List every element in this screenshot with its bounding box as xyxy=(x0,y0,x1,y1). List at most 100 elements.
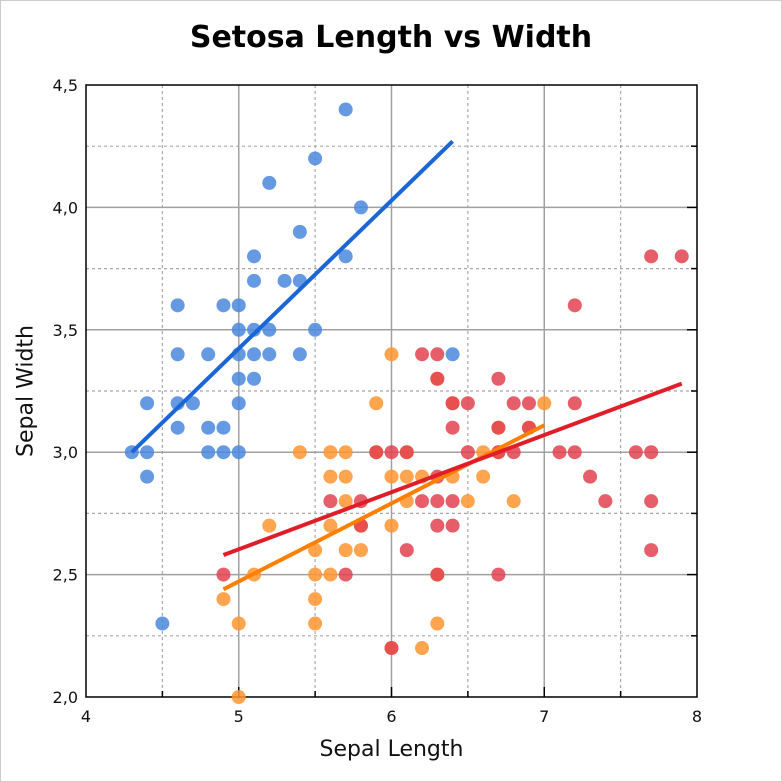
orange-data-point xyxy=(231,690,246,704)
orange-data-point xyxy=(308,592,323,607)
blue-data-point xyxy=(247,273,262,288)
blue-data-point xyxy=(247,371,262,386)
orange-regression-line xyxy=(222,423,546,592)
orange-data-point xyxy=(216,592,231,607)
red-data-point xyxy=(491,420,506,435)
red-data-point xyxy=(399,543,414,558)
y-tick-label: 4,0 xyxy=(53,198,78,217)
blue-data-point xyxy=(262,347,277,362)
orange-data-point xyxy=(323,469,338,484)
red-data-point xyxy=(430,494,445,509)
orange-data-point xyxy=(399,469,414,484)
red-data-point xyxy=(552,445,567,460)
red-data-point xyxy=(323,494,338,509)
orange-data-point xyxy=(460,494,475,509)
blue-data-point xyxy=(170,420,185,435)
red-data-point xyxy=(644,249,659,264)
red-data-point xyxy=(460,396,475,411)
blue-data-point xyxy=(262,322,277,337)
red-data-point xyxy=(491,567,506,582)
red-regression-line xyxy=(222,381,683,557)
orange-data-point xyxy=(338,543,353,558)
orange-data-point xyxy=(323,567,338,582)
orange-data-point xyxy=(384,518,399,533)
orange-data-point xyxy=(338,445,353,460)
blue-data-point xyxy=(140,445,155,460)
red-data-point xyxy=(399,445,414,460)
orange-data-point xyxy=(323,518,338,533)
blue-data-point xyxy=(231,298,246,313)
blue-data-point xyxy=(201,445,216,460)
orange-data-point xyxy=(231,616,246,631)
blue-data-point xyxy=(201,347,216,362)
red-data-point xyxy=(644,445,659,460)
blue-data-point xyxy=(155,616,170,631)
red-data-point xyxy=(445,396,460,411)
red-data-point xyxy=(338,567,353,582)
red-data-point xyxy=(506,396,521,411)
red-data-point xyxy=(430,347,445,362)
chart-title: Setosa Length vs Width xyxy=(189,20,593,55)
blue-data-point xyxy=(140,469,155,484)
blue-data-point xyxy=(231,371,246,386)
blue-data-point xyxy=(445,347,460,362)
red-data-point xyxy=(567,445,582,460)
orange-data-point xyxy=(537,396,552,411)
red-data-point xyxy=(491,371,506,386)
x-tick-label: 7 xyxy=(539,707,549,726)
x-tick-label: 4 xyxy=(81,707,91,726)
red-data-point xyxy=(567,396,582,411)
orange-data-point xyxy=(476,469,491,484)
blue-data-point xyxy=(231,322,246,337)
red-data-point xyxy=(521,396,536,411)
x-tick-label: 8 xyxy=(692,707,702,726)
red-data-point xyxy=(598,494,613,509)
red-data-point xyxy=(583,469,598,484)
orange-data-point xyxy=(506,494,521,509)
blue-data-point xyxy=(216,420,231,435)
y-tick-label: 2,0 xyxy=(53,688,78,707)
red-data-point xyxy=(628,445,643,460)
red-data-point xyxy=(369,445,384,460)
orange-data-point xyxy=(384,347,399,362)
blue-data-point xyxy=(262,175,277,190)
orange-data-point xyxy=(308,567,323,582)
x-tick-label: 5 xyxy=(234,707,244,726)
y-tick-label: 4,5 xyxy=(53,76,78,95)
red-data-point xyxy=(384,445,399,460)
orange-data-point xyxy=(415,641,430,656)
red-data-point xyxy=(445,494,460,509)
blue-data-point xyxy=(216,298,231,313)
orange-data-point xyxy=(308,543,323,558)
blue-data-point xyxy=(170,347,185,362)
red-data-point xyxy=(430,567,445,582)
blue-data-point xyxy=(247,322,262,337)
orange-data-point xyxy=(308,616,323,631)
orange-data-point xyxy=(338,494,353,509)
x-tick-label: 6 xyxy=(386,707,396,726)
red-data-point xyxy=(384,641,399,656)
blue-data-point xyxy=(308,322,323,337)
blue-data-point xyxy=(338,102,353,117)
y-tick-label: 3,5 xyxy=(53,321,78,340)
orange-data-point xyxy=(323,445,338,460)
y-tick-label: 3,0 xyxy=(53,443,78,462)
blue-data-point xyxy=(231,396,246,411)
red-data-point xyxy=(430,371,445,386)
blue-data-point xyxy=(277,273,292,288)
orange-data-point xyxy=(262,518,277,533)
blue-data-point xyxy=(216,445,231,460)
blue-data-point xyxy=(353,200,368,215)
blue-data-point xyxy=(338,249,353,264)
blue-regression-line xyxy=(130,139,454,454)
red-data-point xyxy=(415,494,430,509)
red-data-point xyxy=(216,567,231,582)
red-data-point xyxy=(644,494,659,509)
red-data-point xyxy=(445,518,460,533)
red-data-point xyxy=(415,347,430,362)
blue-data-point xyxy=(201,420,216,435)
blue-data-point xyxy=(308,151,323,166)
orange-data-point xyxy=(369,396,384,411)
orange-data-point xyxy=(430,616,445,631)
